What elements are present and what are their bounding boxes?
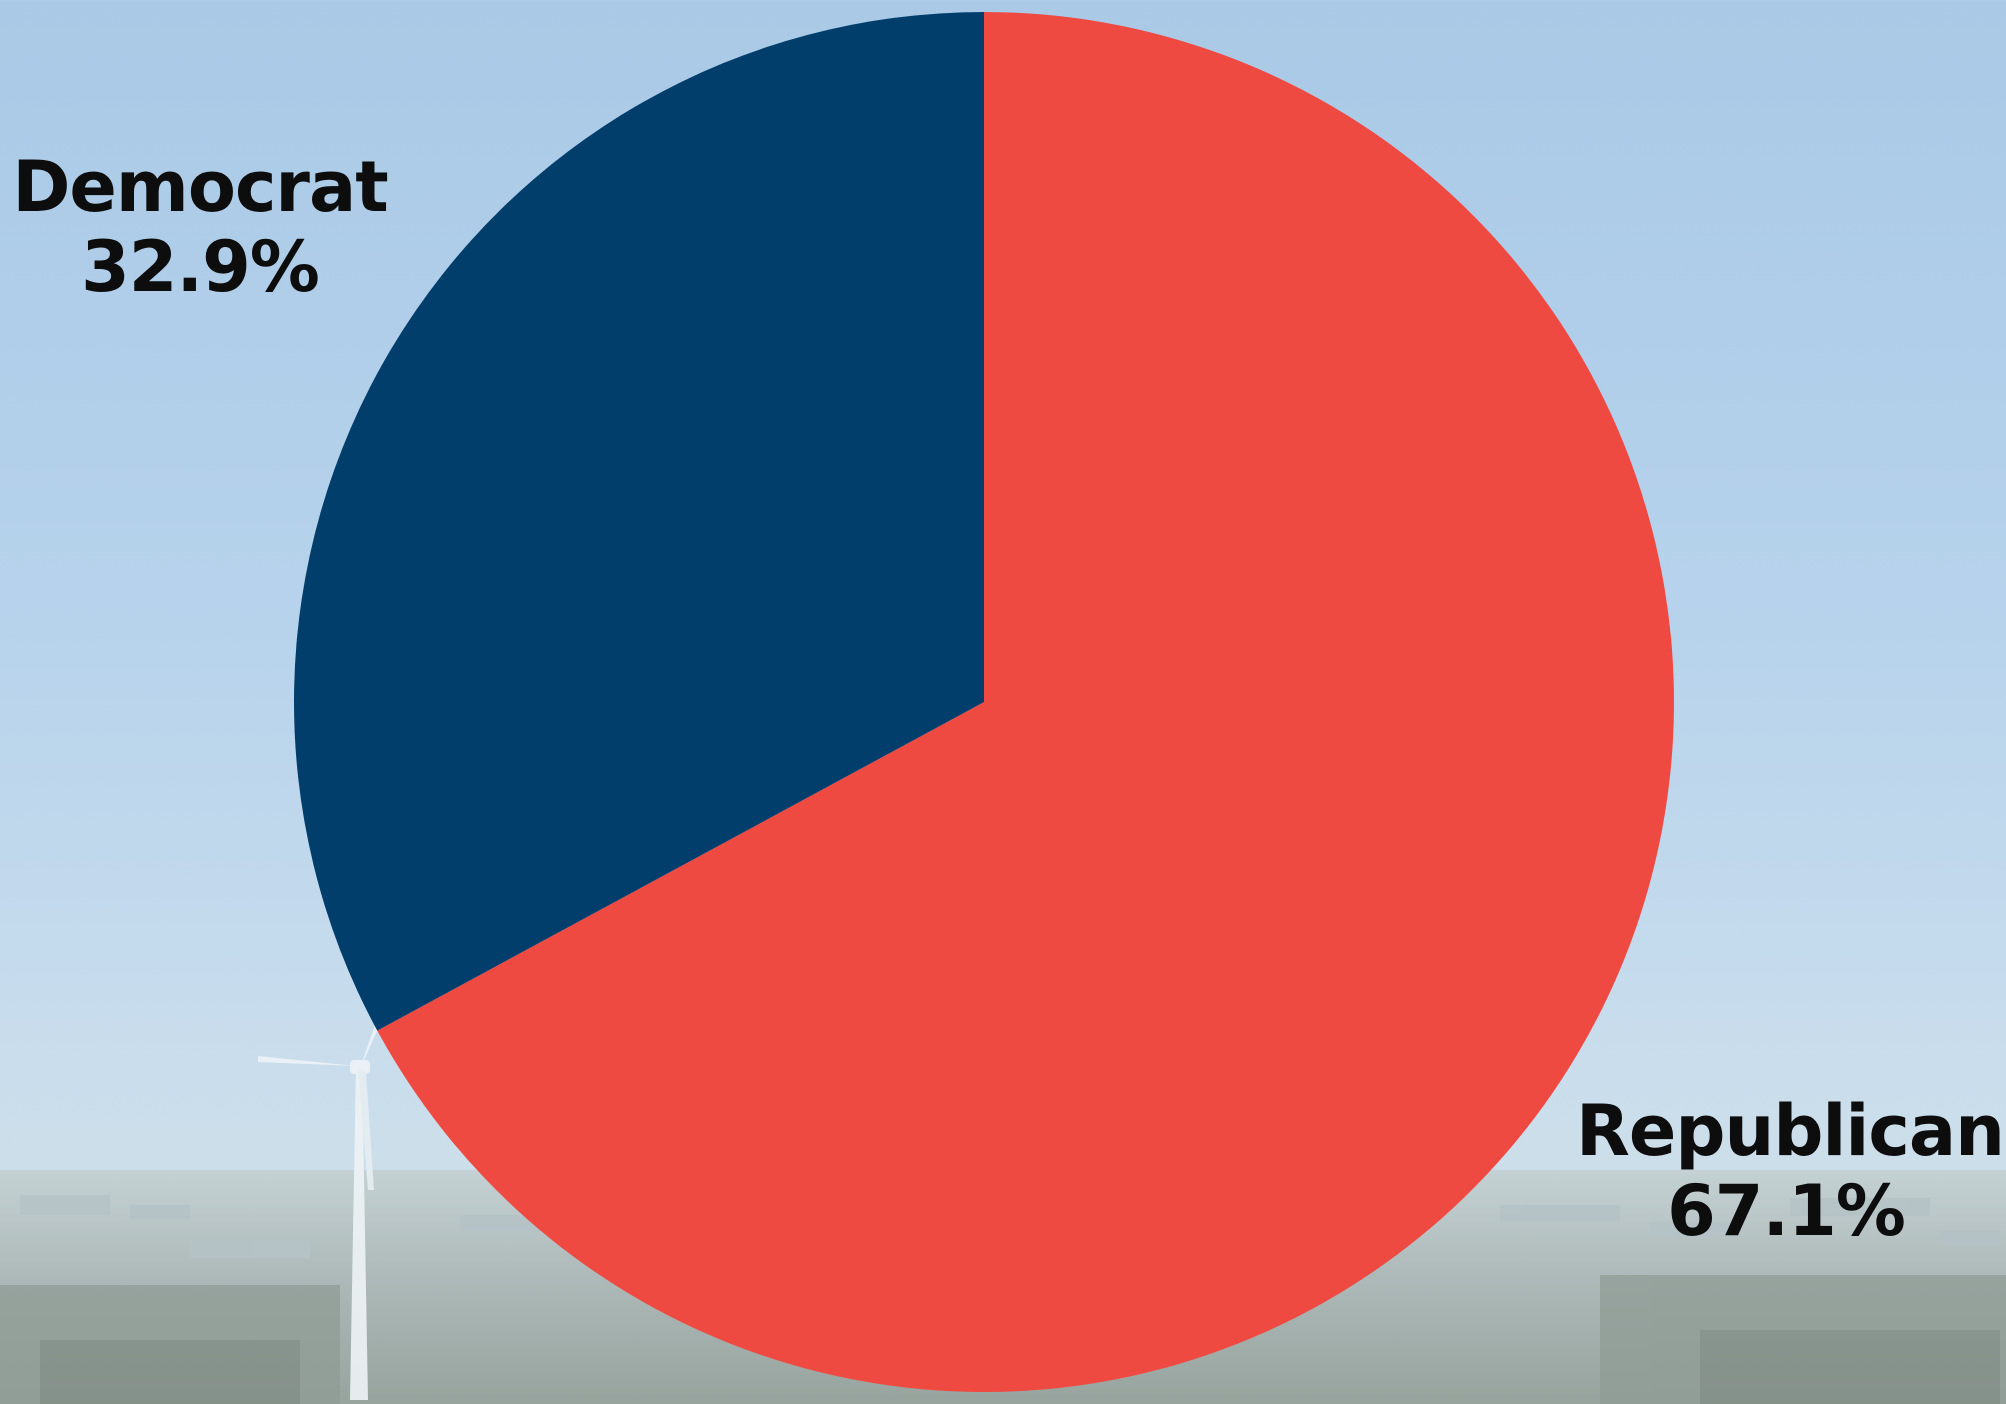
slice-name-democrat: Democrat	[12, 146, 388, 228]
slice-name-republican: Republican	[1576, 1090, 2005, 1172]
wind-turbine-icon	[258, 1020, 382, 1400]
pie-slice-republican	[377, 12, 1675, 1392]
pie-slice-democrat	[294, 12, 984, 1031]
slice-value-democrat: 32.9%	[81, 225, 320, 308]
slice-label-democrat: Democrat 32.9%	[10, 146, 390, 308]
slice-label-republican: Republican 67.1%	[1576, 1090, 2005, 1252]
slice-value-republican: 67.1%	[1667, 1169, 1906, 1252]
